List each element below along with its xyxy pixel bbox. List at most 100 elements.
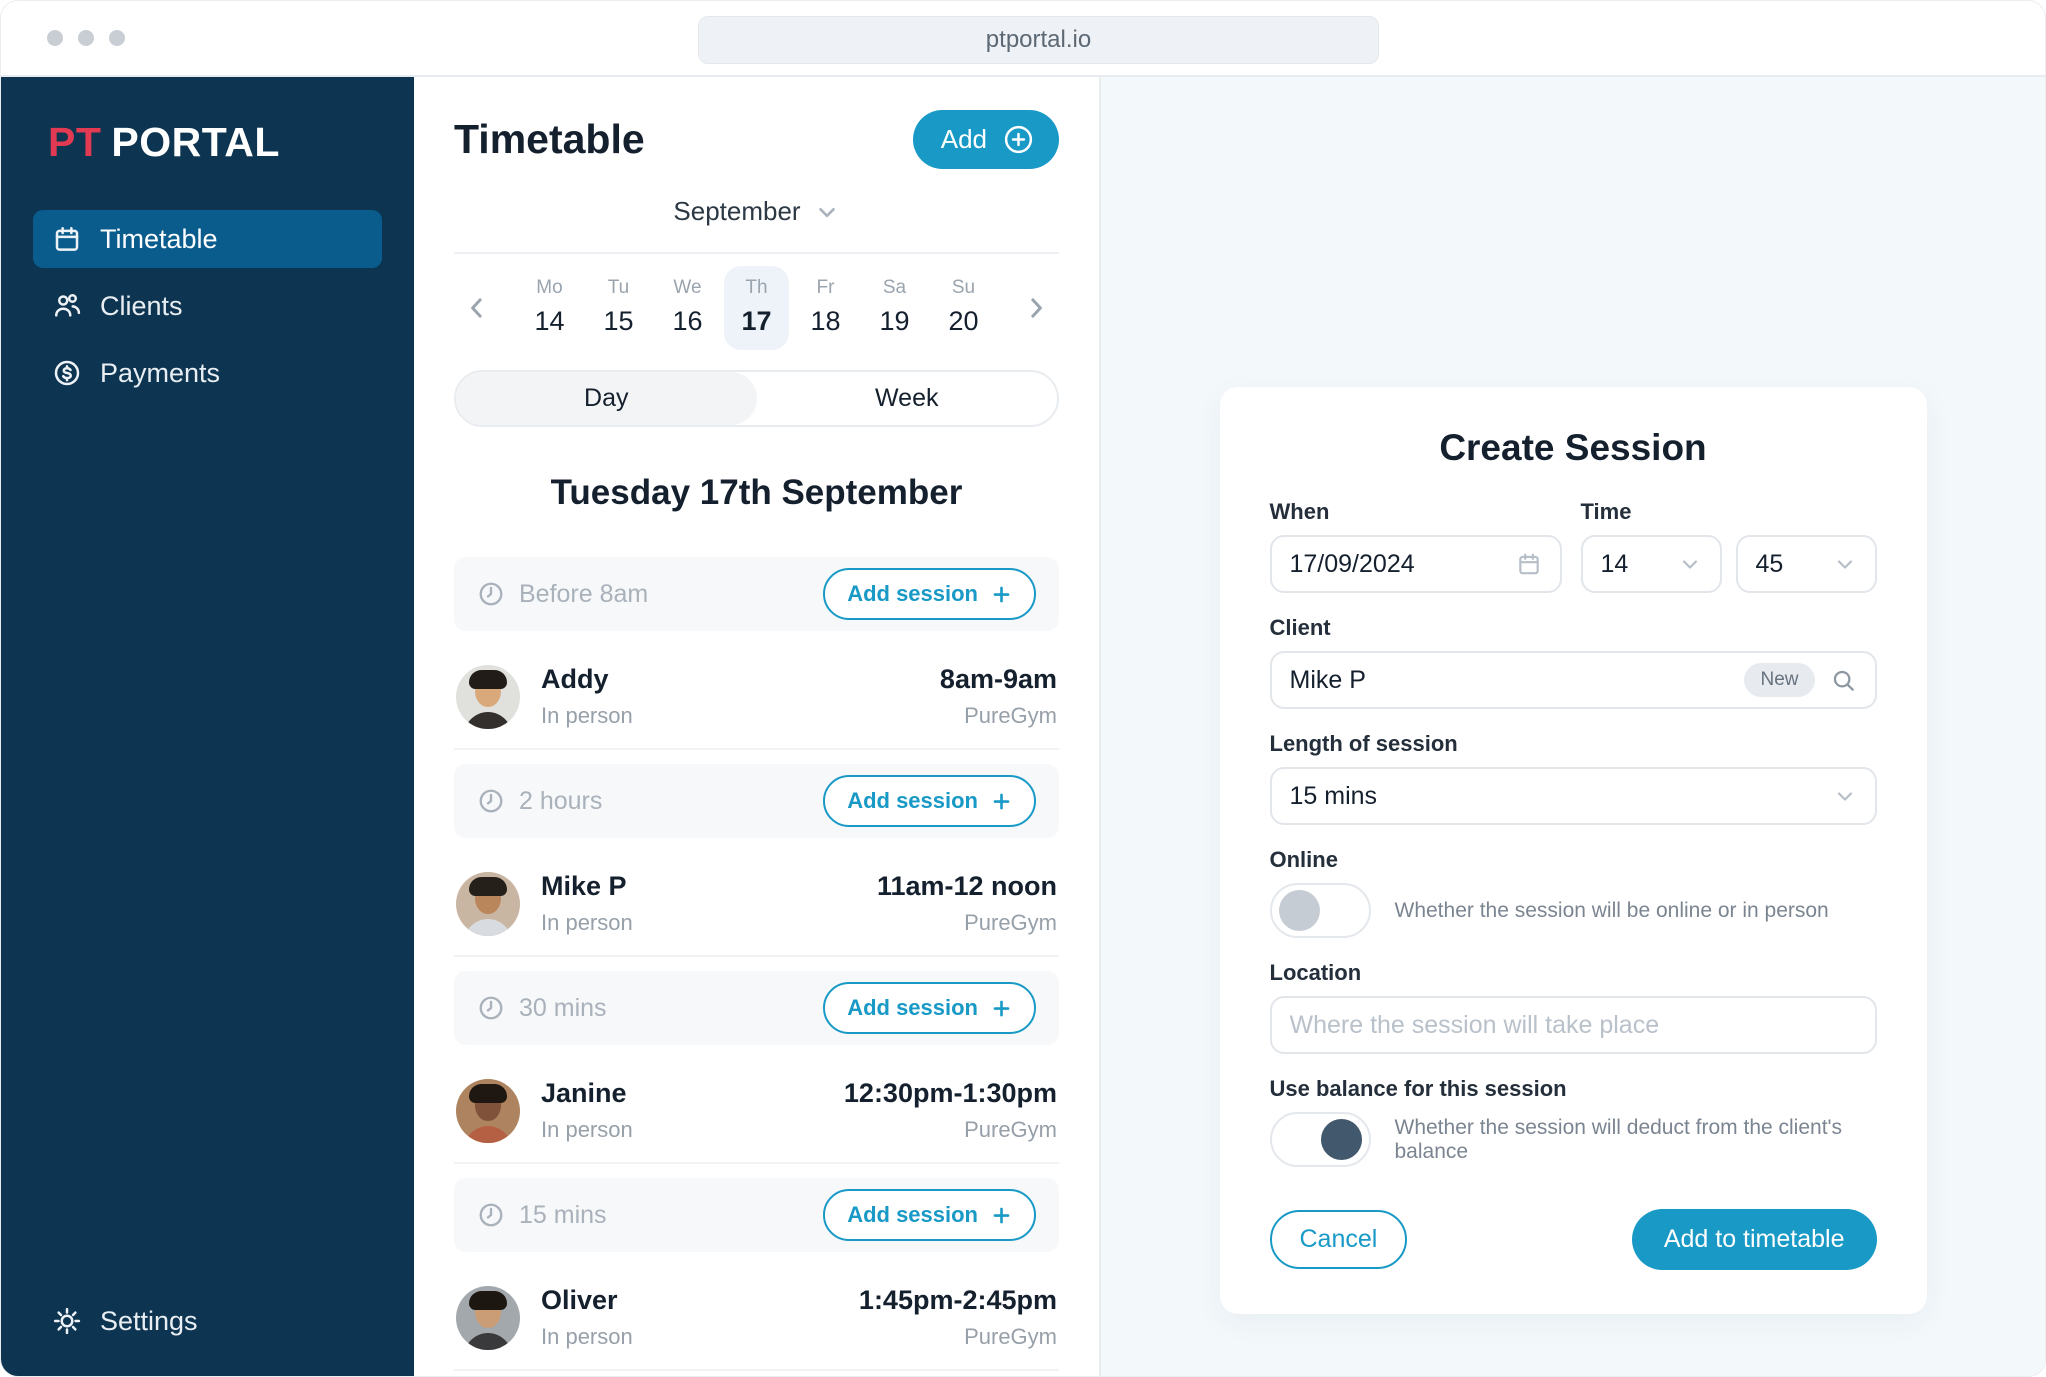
day-date-label: 17 [741,306,772,336]
add-session-label: Add session [847,995,978,1020]
length-label: Length of session [1269,731,1458,756]
session-location: PureGym [964,703,1057,728]
location-input[interactable] [1269,996,1877,1054]
clock-icon [477,787,505,815]
minute-select[interactable]: 45 [1735,535,1877,593]
day-date-label: 19 [879,306,910,336]
plus-icon [991,791,1012,812]
calendar-icon [52,224,82,254]
plus-icon [991,584,1012,605]
session-time: 8am-9am [939,664,1057,694]
session-client-name: Oliver [541,1285,618,1315]
clock-icon [477,1201,505,1229]
date-heading: Tuesday 17th September [550,473,963,512]
session-row[interactable]: Oliver In person 1:45pm-2:45pm PureGym [454,1266,1059,1371]
sidebar-item-settings[interactable]: Settings [33,1292,382,1350]
session-location: PureGym [964,1117,1057,1142]
add-button[interactable]: Add [912,110,1059,169]
date-value: 17/09/2024 [1289,549,1415,578]
add-session-label: Add session [847,581,978,606]
week-day-cell[interactable]: Tu 15 [586,266,651,350]
next-week-button[interactable] [1013,285,1059,331]
session-time: 12:30pm-1:30pm [843,1078,1057,1108]
add-session-button[interactable]: Add session [823,1189,1036,1241]
day-of-week-label: Mo [536,277,563,298]
app-logo: PT PORTAL [48,119,414,166]
hour-select[interactable]: 14 [1580,535,1722,593]
length-select[interactable]: 15 mins [1269,767,1877,825]
week-day-cell[interactable]: We 16 [655,266,720,350]
sidebar-item-label: Timetable [100,223,218,254]
month-selector[interactable]: September [454,196,1059,227]
window-minimize-button[interactable] [78,30,94,46]
calendar-icon [1516,551,1542,577]
timetable-panel: Timetable Add September [414,77,1101,1376]
session-mode: In person [541,1324,633,1349]
use-balance-toggle[interactable] [1269,1112,1371,1167]
gap-label: 15 mins [519,1200,607,1229]
gap-label: Before 8am [519,579,649,608]
plus-circle-icon [1002,123,1035,156]
add-session-button[interactable]: Add session [823,568,1036,620]
add-session-label: Add session [847,788,978,813]
cancel-button[interactable]: Cancel [1269,1210,1408,1269]
week-day-cell[interactable]: Fr 18 [793,266,858,350]
week-day-cell[interactable]: Su 20 [931,266,996,350]
day-date-label: 16 [672,306,703,336]
online-toggle[interactable] [1269,883,1371,938]
chevron-down-icon [1678,552,1702,576]
url-text: ptportal.io [985,26,1092,53]
session-row[interactable]: Addy In person 8am-9am PureGym [454,645,1059,750]
when-label: When [1269,499,1330,524]
client-field[interactable]: Mike P New [1269,651,1877,709]
url-bar[interactable]: ptportal.io [698,16,1379,64]
avatar [456,664,520,729]
app-body: PT PORTAL Timetable [1,77,2045,1376]
location-label: Location [1269,960,1362,985]
session-row[interactable]: Mike P In person 11am-12 noon PureGym [454,852,1059,957]
window-close-button[interactable] [47,30,63,46]
length-value: 15 mins [1289,781,1378,810]
online-description: Whether the session will be online or in… [1394,898,1829,922]
gear-icon [52,1306,82,1336]
session-location: PureGym [964,1324,1057,1349]
add-to-timetable-button[interactable]: Add to timetable [1631,1209,1877,1270]
avatar [456,1285,520,1350]
chevron-down-icon [1833,552,1857,576]
gap-row: 30 mins Add session [454,971,1059,1045]
date-field[interactable]: 17/09/2024 [1269,535,1562,593]
day-of-week-label: Sa [882,277,907,298]
sidebar-item-payments[interactable]: Payments [33,344,382,402]
week-day-cell[interactable]: Sa 19 [862,266,927,350]
window-zoom-button[interactable] [109,30,125,46]
session-mode: In person [541,703,633,728]
sidebar-item-timetable[interactable]: Timetable [33,210,382,268]
plus-icon [991,1205,1012,1226]
gap-row: 2 hours Add session [454,764,1059,838]
tab-day-label: Day [584,384,629,412]
sidebar-item-label: Clients [100,290,183,321]
week-day-cell[interactable]: Mo 14 [517,266,582,350]
timetable-header: Timetable Add [454,110,1059,169]
logo-pt: PT [48,119,102,165]
session-row[interactable]: Janine In person 12:30pm-1:30pm PureGym [454,1059,1059,1164]
sidebar-spacer [1,402,414,1292]
logo-portal: PORTAL [111,119,280,165]
gap-row: Before 8am Add session [454,557,1059,631]
week-day-cell[interactable]: Th 17 [724,266,789,350]
sidebar: PT PORTAL Timetable [1,77,414,1376]
avatar [456,1078,520,1143]
tab-day[interactable]: Day [456,372,757,425]
add-button-label: Add [940,124,987,154]
tab-week[interactable]: Week [757,372,1058,425]
chevron-right-icon [1021,293,1051,323]
prev-week-button[interactable] [454,285,500,331]
add-session-button[interactable]: Add session [823,982,1036,1034]
add-session-button[interactable]: Add session [823,775,1036,827]
gap-row: 15 mins Add session [454,1178,1059,1252]
session-location: PureGym [964,910,1057,935]
create-session-panel: Create Session When 17/09/2024 [1101,77,2045,1376]
sidebar-item-clients[interactable]: Clients [33,277,382,335]
add-session-label: Add session [847,1202,978,1227]
day-date-label: 20 [948,306,979,336]
